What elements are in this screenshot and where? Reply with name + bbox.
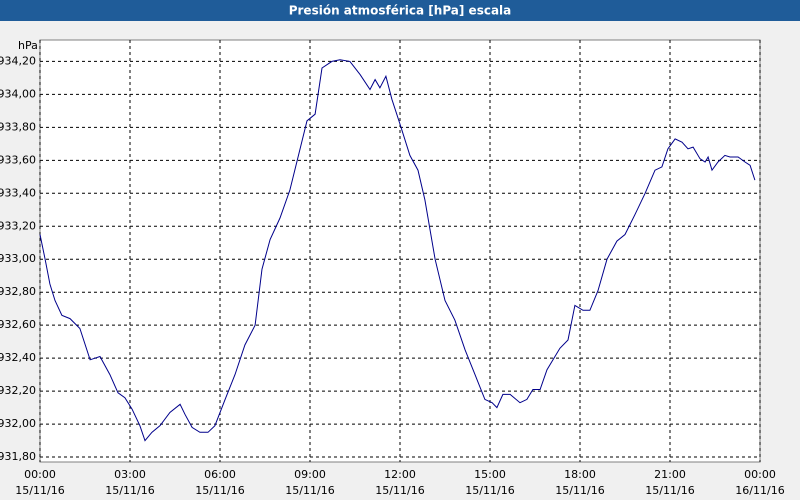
y-tick-label: 933,80 — [0, 120, 36, 133]
y-tick-label: 932,40 — [0, 351, 36, 364]
x-tick-date: 15/11/16 — [375, 484, 424, 497]
y-tick-label: 932,80 — [0, 285, 36, 298]
y-tick-label: 934,00 — [0, 87, 36, 100]
y-tick-label: 933,00 — [0, 252, 36, 265]
x-tick-date: 15/11/16 — [555, 484, 604, 497]
data-line — [39, 59, 756, 442]
y-tick-label: 934,20 — [0, 54, 36, 67]
x-tick-label: 00:00 — [24, 468, 56, 481]
y-tick-label: 933,20 — [0, 219, 36, 232]
x-tick-date: 15/11/16 — [105, 484, 154, 497]
x-tick-date: 15/11/16 — [645, 484, 694, 497]
x-tick-date: 15/11/16 — [465, 484, 514, 497]
x-tick-label: 18:00 — [564, 468, 596, 481]
x-tick-label: 21:00 — [654, 468, 686, 481]
y-tick-label: 932,60 — [0, 318, 36, 331]
y-tick-label: 932,00 — [0, 417, 36, 430]
x-tick-date: 16/11/16 — [735, 484, 784, 497]
x-tick-label: 09:00 — [294, 468, 326, 481]
x-tick-date: 15/11/16 — [195, 484, 244, 497]
chart-title: Presión atmosférica [hPa] escala — [289, 4, 512, 18]
x-tick-label: 03:00 — [114, 468, 146, 481]
y-tick-label: 931,80 — [0, 450, 36, 463]
x-tick-label: 15:00 — [474, 468, 506, 481]
x-tick-date: 15/11/16 — [15, 484, 64, 497]
x-tick-label: 00:00 — [744, 468, 776, 481]
x-tick-date: 15/11/16 — [285, 484, 334, 497]
y-tick-label: 933,40 — [0, 186, 36, 199]
y-tick-label: 933,60 — [0, 153, 36, 166]
title-bar — [0, 0, 800, 21]
y-tick-label: 932,20 — [0, 384, 36, 397]
x-tick-label: 06:00 — [204, 468, 236, 481]
y-axis-label: hPa — [18, 39, 38, 52]
x-tick-label: 12:00 — [384, 468, 416, 481]
